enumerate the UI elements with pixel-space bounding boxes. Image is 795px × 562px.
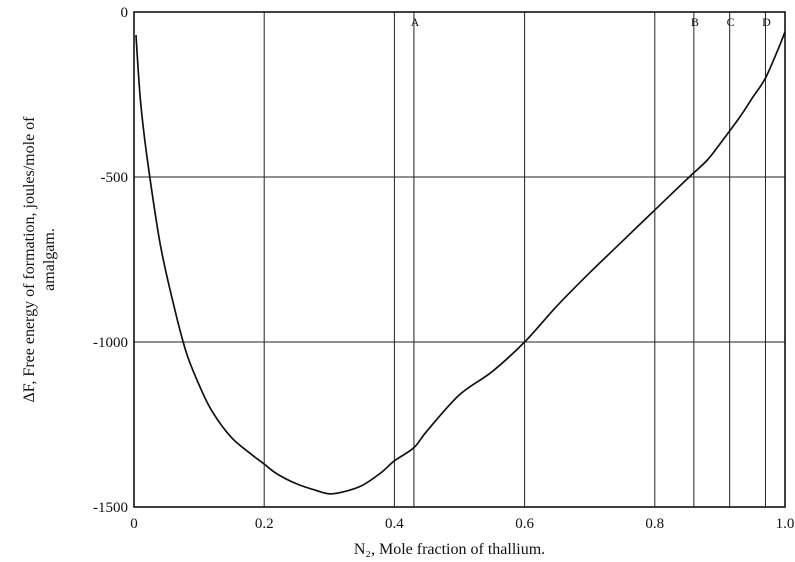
y-tick-labels: 0 -500 -1000 -1500: [93, 5, 128, 516]
y-axis-label-line-2: amalgam.: [41, 228, 58, 291]
x-tick-label: 1.0: [776, 516, 795, 532]
x-tick-label: 0.2: [255, 516, 274, 532]
x-tick-label: 0.8: [645, 516, 664, 532]
marker-label-c: C: [727, 15, 735, 29]
gridlines: [133, 11, 786, 508]
x-tick-label: 0.4: [385, 516, 404, 532]
marker-label-a: A: [411, 15, 420, 29]
x-tick-label: 0.6: [515, 516, 534, 532]
x-tick-labels: 0 0.2 0.4 0.6 0.8 1.0: [130, 516, 794, 532]
marker-label-d: D: [762, 15, 771, 29]
x-tick-label: 0: [130, 516, 138, 532]
curve-layer: [135, 31, 786, 495]
y-tick-label: -500: [101, 170, 129, 186]
free-energy-curve: [135, 31, 786, 495]
x-axis-label: N₂, Mole fraction of thallium.: [354, 541, 545, 558]
marker-label-b: B: [691, 15, 699, 29]
y-tick-label: 0: [121, 5, 129, 21]
phase-marker-lines: A B C D: [411, 12, 771, 507]
y-tick-label: -1500: [93, 500, 128, 516]
y-axis-label-line-1: ΔF, Free energy of formation, joules/mol…: [21, 116, 38, 403]
y-axis-label: ΔF, Free energy of formation, joules/mol…: [21, 116, 58, 403]
plot-frame: [133, 11, 786, 508]
y-tick-label: -1000: [93, 335, 128, 351]
